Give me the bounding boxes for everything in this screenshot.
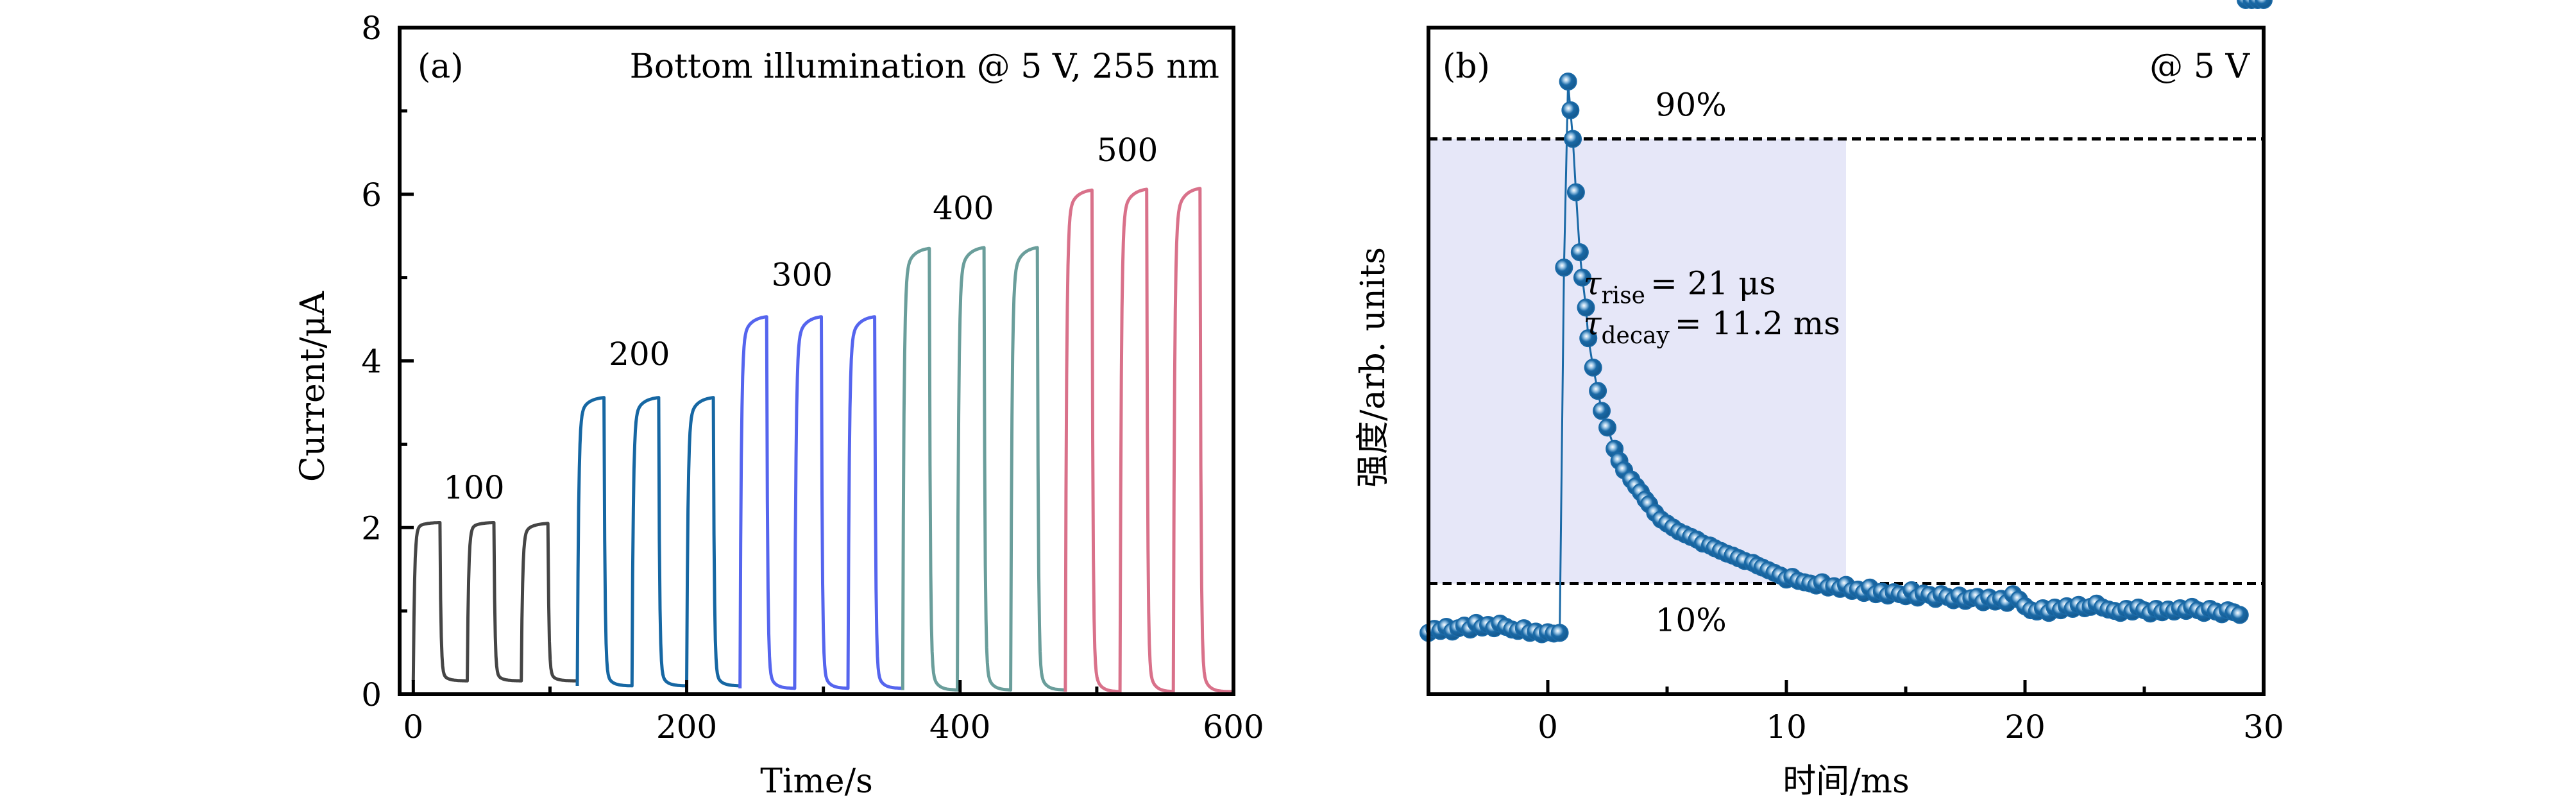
- panel-a: 100 200 300 400 500 0 200 400 600 0 2 4 6 8 (a) Bott…: [294, 10, 1264, 801]
- panel-a-label: (a): [418, 47, 464, 86]
- data-point: [1570, 243, 1589, 262]
- data-point: [1584, 358, 1602, 377]
- data-point: [1555, 259, 1573, 277]
- data-point: [1573, 268, 1591, 287]
- series-line-300: [738, 315, 904, 690]
- y-tick-label: 2: [361, 509, 382, 547]
- panel-b-title: @ 5 V: [2149, 47, 2250, 86]
- panel-a-ticks: 0 200 400 600 0 2 4 6 8: [361, 10, 1264, 746]
- x-tick-label: 400: [929, 708, 990, 746]
- panel-a-series-labels: 100 200 300 400 500: [443, 132, 1158, 506]
- series-label-400: 400: [933, 190, 994, 227]
- y-tick-label: 6: [361, 176, 382, 214]
- series-line-500: [1063, 187, 1235, 694]
- panel-b-ticks: 0 10 20 30: [1427, 680, 2284, 746]
- data-point: [1566, 183, 1585, 201]
- data-point: [1577, 298, 1595, 317]
- panel-a-x-axis-title: Time/s: [760, 762, 873, 801]
- panel-b-frame: [1427, 26, 2266, 696]
- panel-b-data-points: [1419, 0, 2273, 644]
- x-tick-label: 20: [2004, 708, 2046, 746]
- reference-label-10pct: 10%: [1656, 602, 1727, 639]
- panel-b-x-axis-title: 时间/ms: [1783, 762, 1910, 801]
- series-line-400: [901, 246, 1067, 692]
- panel-a-frame: [398, 26, 1235, 696]
- data-point: [1598, 418, 1616, 437]
- rise-subscript: rise: [1601, 283, 1645, 309]
- panel-a-curves: [411, 187, 1235, 694]
- x-tick-label: 600: [1203, 708, 1264, 746]
- decay-value: = 11.2 ms: [1675, 305, 1840, 342]
- x-tick-label: 10: [1766, 708, 1807, 746]
- data-point: [2255, 0, 2273, 9]
- rise-tau-symbol: τ: [1584, 265, 1602, 302]
- x-tick-label: 0: [403, 708, 423, 746]
- series-label-200: 200: [609, 336, 670, 373]
- data-point: [1550, 624, 1569, 642]
- x-tick-label: 30: [2243, 708, 2284, 746]
- series-line-200: [575, 396, 741, 688]
- series-label-300: 300: [772, 257, 833, 294]
- reference-label-90pct: 90%: [1656, 86, 1727, 123]
- panel-b: 90% 10% 0 10 20 30 (b) @ 5 V 时间/ms 强度/arb. u…: [1354, 0, 2284, 801]
- data-point: [1561, 101, 1580, 119]
- y-tick-label: 8: [361, 10, 382, 47]
- panel-a-y-axis-title: Current/μA: [294, 291, 332, 482]
- panel-b-shaded-region: [1428, 139, 1846, 584]
- data-point: [1589, 382, 1607, 400]
- decay-time-annotation: τdecay = 11.2 ms: [1584, 305, 1840, 349]
- panel-b-y-axis-title: 强度/arb. units: [1354, 247, 1393, 488]
- panel-b-label: (b): [1443, 47, 1490, 86]
- data-point: [2230, 606, 2249, 624]
- decay-subscript: decay: [1601, 323, 1670, 349]
- y-tick-label: 4: [361, 343, 382, 380]
- rise-time-annotation: τrise = 21 μs: [1584, 265, 1776, 309]
- x-tick-label: 200: [656, 708, 717, 746]
- data-point: [1593, 402, 1611, 420]
- y-tick-label: 0: [361, 676, 382, 713]
- panel-a-title: Bottom illumination @ 5 V, 255 nm: [630, 47, 1219, 86]
- series-label-100: 100: [443, 469, 504, 506]
- decay-tau-symbol: τ: [1584, 305, 1602, 342]
- rise-value: = 21 μs: [1650, 265, 1775, 302]
- data-point: [1564, 130, 1582, 148]
- series-label-500: 500: [1097, 132, 1158, 169]
- x-tick-label: 0: [1538, 708, 1558, 746]
- series-line-100: [411, 521, 579, 683]
- data-point: [1559, 73, 1577, 91]
- data-point: [1579, 329, 1598, 348]
